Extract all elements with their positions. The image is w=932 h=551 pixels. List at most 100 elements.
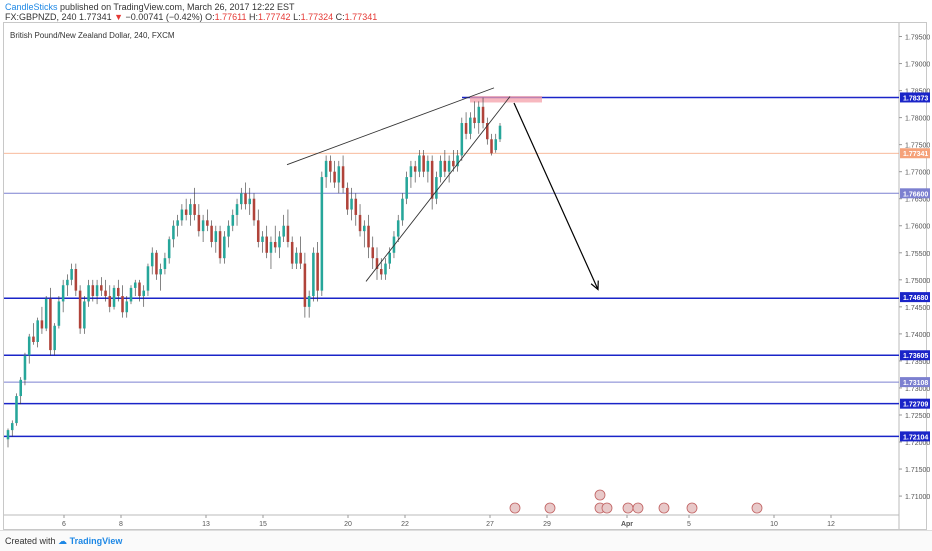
candle (104, 279, 107, 302)
candle (261, 231, 264, 253)
candle (295, 247, 298, 269)
x-tick-label: 10 (770, 521, 778, 528)
candle (354, 193, 358, 226)
candle-body (405, 177, 408, 199)
candle (240, 187, 243, 210)
h-label: H: (249, 12, 259, 22)
price-label-bg (900, 377, 930, 388)
candle-body (256, 220, 260, 242)
price-label-bg (900, 398, 930, 409)
y-tick-label: 1.73000 (905, 386, 930, 393)
price-label-text: 1.74680 (903, 295, 928, 302)
event-flag-icon (509, 502, 521, 514)
candle-body (100, 285, 103, 291)
candle (490, 133, 493, 156)
y-tick-label: 1.74500 (905, 305, 930, 312)
candle-body (430, 160, 434, 199)
candle (176, 214, 179, 237)
h-value: 1.77742 (258, 12, 291, 22)
candle-body (121, 296, 124, 313)
candle-body (350, 198, 353, 210)
candle (392, 231, 396, 259)
candle (74, 263, 78, 297)
candle-body (27, 336, 31, 356)
candle-body (286, 225, 290, 242)
candle (129, 285, 133, 305)
candle-body (159, 269, 162, 275)
y-tick-label: 1.75000 (905, 278, 930, 285)
candle-body (78, 290, 82, 329)
candle (193, 187, 196, 221)
candle (278, 231, 281, 259)
candle (473, 101, 476, 129)
candle-body (273, 241, 277, 248)
candle (95, 279, 99, 305)
candle (401, 193, 404, 226)
candle (430, 155, 434, 210)
candle (206, 209, 209, 232)
candle (464, 112, 468, 140)
price-label-text: 1.77341 (903, 151, 928, 158)
y-tick-label: 1.78000 (905, 116, 930, 123)
candle (201, 214, 205, 242)
y-tick-label: 1.78500 (905, 89, 930, 96)
candle-body (193, 204, 196, 215)
candle-body (460, 123, 464, 156)
candle (227, 220, 230, 248)
candle (333, 160, 336, 188)
candle-body (282, 225, 285, 237)
price-axis-label: 1.76600 (900, 188, 930, 199)
x-tick-label: 20 (344, 521, 352, 528)
candle-body (490, 139, 493, 154)
candle (142, 285, 145, 307)
candle-body (486, 123, 489, 140)
candle (329, 155, 332, 183)
candle-body (176, 220, 179, 226)
candle-body (87, 285, 90, 302)
event-flag-icon (658, 502, 670, 514)
price-axis-label: 1.72709 (900, 398, 930, 409)
candle (460, 117, 464, 161)
y-tick-label: 1.71500 (905, 467, 930, 474)
price-axis-label: 1.73108 (900, 377, 930, 388)
tradingview-brand[interactable]: TradingView (69, 536, 123, 546)
y-tick-label: 1.72000 (905, 440, 930, 447)
y-tick-label: 1.72500 (905, 413, 930, 420)
author-link[interactable]: CandleSticks (5, 2, 58, 12)
candle (337, 160, 341, 194)
x-tick-label: 6 (62, 521, 66, 528)
candle (384, 258, 387, 280)
candle-body (346, 187, 349, 210)
candle (252, 193, 256, 226)
candle (358, 204, 362, 237)
candle (375, 247, 379, 280)
candle (477, 101, 481, 134)
candle (133, 279, 137, 297)
candle-body (129, 287, 133, 302)
c-label: C: (335, 12, 345, 22)
candle-body (409, 166, 413, 178)
candle-body (384, 263, 387, 275)
symbol-quote-line: FX:GBPNZD, 240 1.77341 ▼ −0.00741 (−0.42… (5, 12, 377, 22)
candle-body (197, 214, 201, 232)
price-label-text: 1.72709 (903, 402, 928, 409)
candle-body (150, 252, 154, 267)
event-flag-icon (544, 502, 556, 514)
candle (83, 296, 86, 334)
candle (286, 209, 290, 248)
candle-body (32, 336, 35, 342)
candle-body (447, 160, 451, 172)
candle-body (184, 209, 188, 215)
symbol-title: British Pound/New Zealand Dollar, 240, F… (10, 31, 175, 40)
x-tick-label: 22 (401, 521, 409, 528)
candle (87, 279, 90, 307)
candle (273, 225, 277, 253)
candle (57, 296, 61, 329)
candle-body (244, 193, 247, 205)
candle (435, 171, 438, 205)
candle-body (443, 160, 447, 172)
candle-body (320, 177, 324, 291)
candle-body (303, 263, 307, 307)
event-flag-icon (751, 502, 763, 514)
